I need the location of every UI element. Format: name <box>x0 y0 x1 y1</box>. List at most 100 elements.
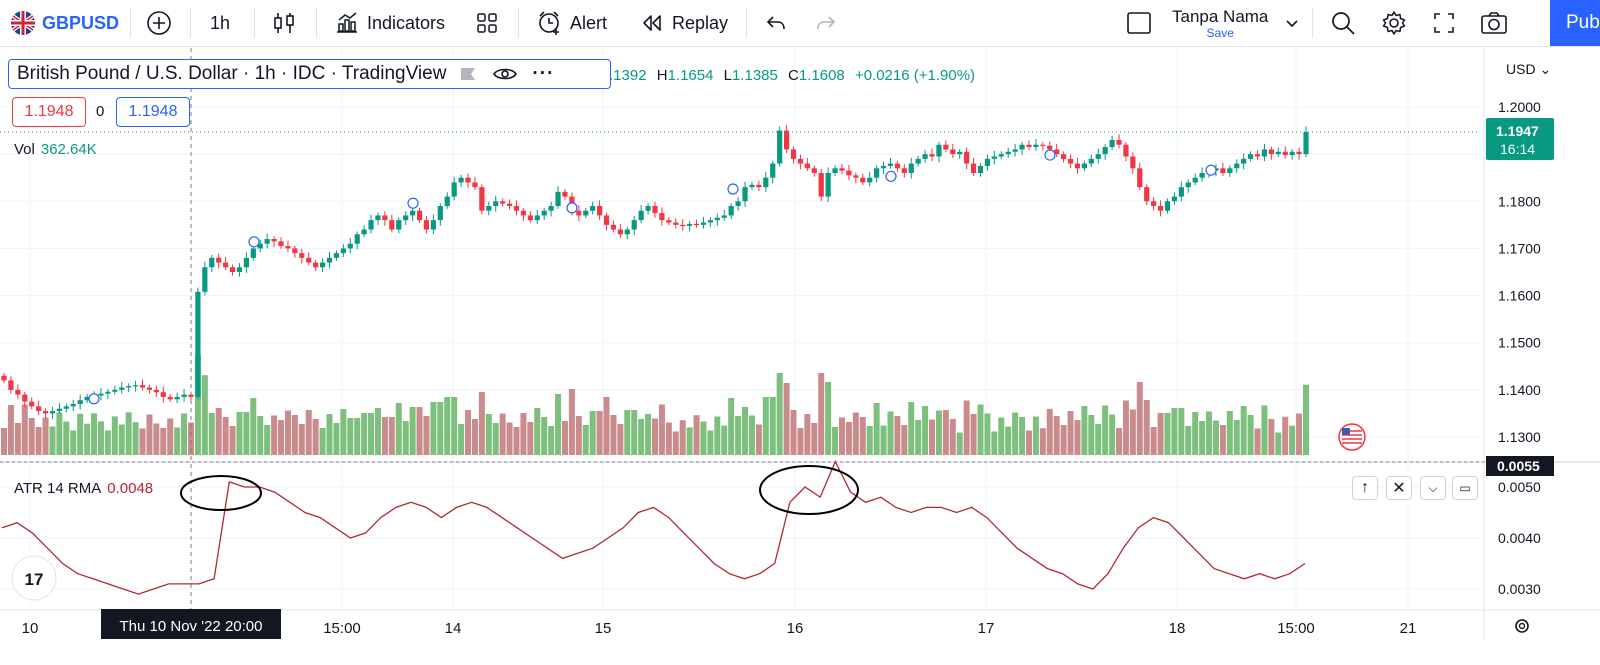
layout-dropdown[interactable] <box>1284 0 1300 46</box>
volume-bar <box>804 414 811 455</box>
volume-bar <box>167 418 174 455</box>
time-tick-label: 10 <box>22 620 39 637</box>
volume-bar <box>465 410 472 455</box>
square-icon <box>1127 12 1151 34</box>
candle-body <box>236 267 243 272</box>
layout-checkbox[interactable] <box>1126 0 1152 46</box>
candle-body <box>1 375 7 381</box>
volume-bar <box>1206 411 1213 455</box>
volume-legend[interactable]: Vol 362.64K <box>14 141 97 158</box>
candle-body <box>500 201 506 204</box>
search-button[interactable] <box>1330 0 1356 46</box>
save-link[interactable]: Save <box>1206 25 1234 40</box>
redo-button[interactable] <box>814 0 838 46</box>
volume-bar <box>728 398 735 455</box>
volume-bar <box>998 417 1005 455</box>
symbol-search-button[interactable]: GBPUSD <box>10 0 119 46</box>
sell-button[interactable]: 1.1948 <box>12 97 86 127</box>
candle-body <box>659 213 665 221</box>
indicators-label: Indicators <box>367 12 446 33</box>
symbol-legend[interactable]: British Pound / U.S. Dollar · 1h · IDC ·… <box>8 59 611 89</box>
settings-button[interactable] <box>1380 0 1408 46</box>
price-axis[interactable]: 1.20001.19001.18001.17001.16001.15001.14… <box>1486 99 1554 445</box>
volume-bar <box>1185 426 1192 455</box>
chart-type-button[interactable] <box>272 0 296 46</box>
candle-body <box>160 392 166 397</box>
undo-button[interactable] <box>764 0 788 46</box>
volume-bar <box>492 423 499 455</box>
candle-body <box>1033 144 1039 148</box>
volume-bar <box>1192 412 1199 455</box>
currency-selector[interactable]: USD ⌄ <box>1506 61 1552 77</box>
more-options-icon[interactable]: ··· <box>532 63 555 84</box>
candle-body <box>777 130 783 164</box>
flag-icon[interactable] <box>458 65 478 83</box>
volume-bar <box>818 373 825 455</box>
candle-body <box>583 210 589 216</box>
candle-body <box>541 210 547 216</box>
compare-add-button[interactable] <box>146 0 172 46</box>
candle-body <box>375 215 381 221</box>
candle-body <box>493 201 499 206</box>
candle-body <box>825 173 831 197</box>
pane-maximize-button[interactable]: ▭ <box>1452 476 1478 500</box>
candle-body <box>313 262 319 268</box>
volume-bar <box>838 417 845 455</box>
candle-body <box>846 170 852 176</box>
volume-bar <box>70 430 77 455</box>
volume-bar <box>1157 413 1164 455</box>
volume-bar <box>451 397 458 455</box>
candle-body <box>901 168 907 173</box>
volume-bar <box>645 414 652 455</box>
volume-bar <box>319 428 326 455</box>
volume-bar <box>132 422 139 455</box>
volume-bar <box>555 394 562 455</box>
volume-bar <box>679 420 686 455</box>
volume-bar <box>77 413 84 455</box>
volume-bar <box>714 416 721 455</box>
volume-bar <box>1109 414 1116 455</box>
replay-button[interactable]: Replay <box>640 0 728 46</box>
volume-bar <box>534 408 541 455</box>
volume-bar <box>395 403 402 455</box>
volume-bar <box>693 415 700 455</box>
candle-body <box>520 210 527 216</box>
publish-button[interactable]: Pub <box>1550 0 1600 46</box>
candle-body <box>894 163 900 169</box>
volume-bar <box>755 424 762 455</box>
pane-collapse-button[interactable]: ⌵ <box>1420 476 1446 500</box>
snapshot-button[interactable] <box>1480 0 1508 46</box>
candle-body <box>970 163 977 173</box>
chart-canvas[interactable]: 17 1.20001.19001.18001.17001.16001.15001… <box>0 48 1600 665</box>
alert-button[interactable]: Alert <box>536 0 607 46</box>
volume-bar <box>631 410 638 455</box>
volume-bar <box>409 407 416 455</box>
volume-bar <box>347 418 354 455</box>
volume-bar <box>603 397 610 455</box>
volume-bar <box>97 421 104 455</box>
volume-bar <box>1019 417 1026 455</box>
pane-close-button[interactable]: ✕ <box>1386 476 1412 500</box>
time-axis[interactable]: 10 15:00 14 15 16 17 18 15:00 21 Thu 10 Nov '22 2… <box>22 609 1529 639</box>
volume-bar <box>991 431 998 455</box>
eye-icon[interactable] <box>492 65 518 83</box>
volume-bar <box>284 410 291 455</box>
candle-body <box>451 182 457 197</box>
pane-move-up-button[interactable]: ↑ <box>1352 476 1378 500</box>
interval-button[interactable]: 1h <box>210 0 230 46</box>
templates-button[interactable] <box>475 0 499 46</box>
indicators-button[interactable]: Indicators <box>334 0 445 46</box>
candle-body <box>1109 140 1115 148</box>
layout-menu-button[interactable]: Tanpa Nama Save <box>1172 0 1268 46</box>
buy-button[interactable]: 1.1948 <box>116 97 190 127</box>
candle-body <box>1151 201 1157 206</box>
candle-body <box>285 246 291 249</box>
candle-body <box>292 248 298 254</box>
fullscreen-button[interactable] <box>1432 0 1456 46</box>
atr-axis[interactable]: 0.0050 0.0040 0.0030 0.0055 <box>1486 456 1554 597</box>
volume-bar <box>1268 419 1275 455</box>
volume-bar <box>111 416 118 455</box>
candle-body <box>8 380 14 390</box>
atr-legend[interactable]: ATR 14 RMA 0.0048 <box>14 480 154 497</box>
candle-body <box>1192 177 1198 183</box>
